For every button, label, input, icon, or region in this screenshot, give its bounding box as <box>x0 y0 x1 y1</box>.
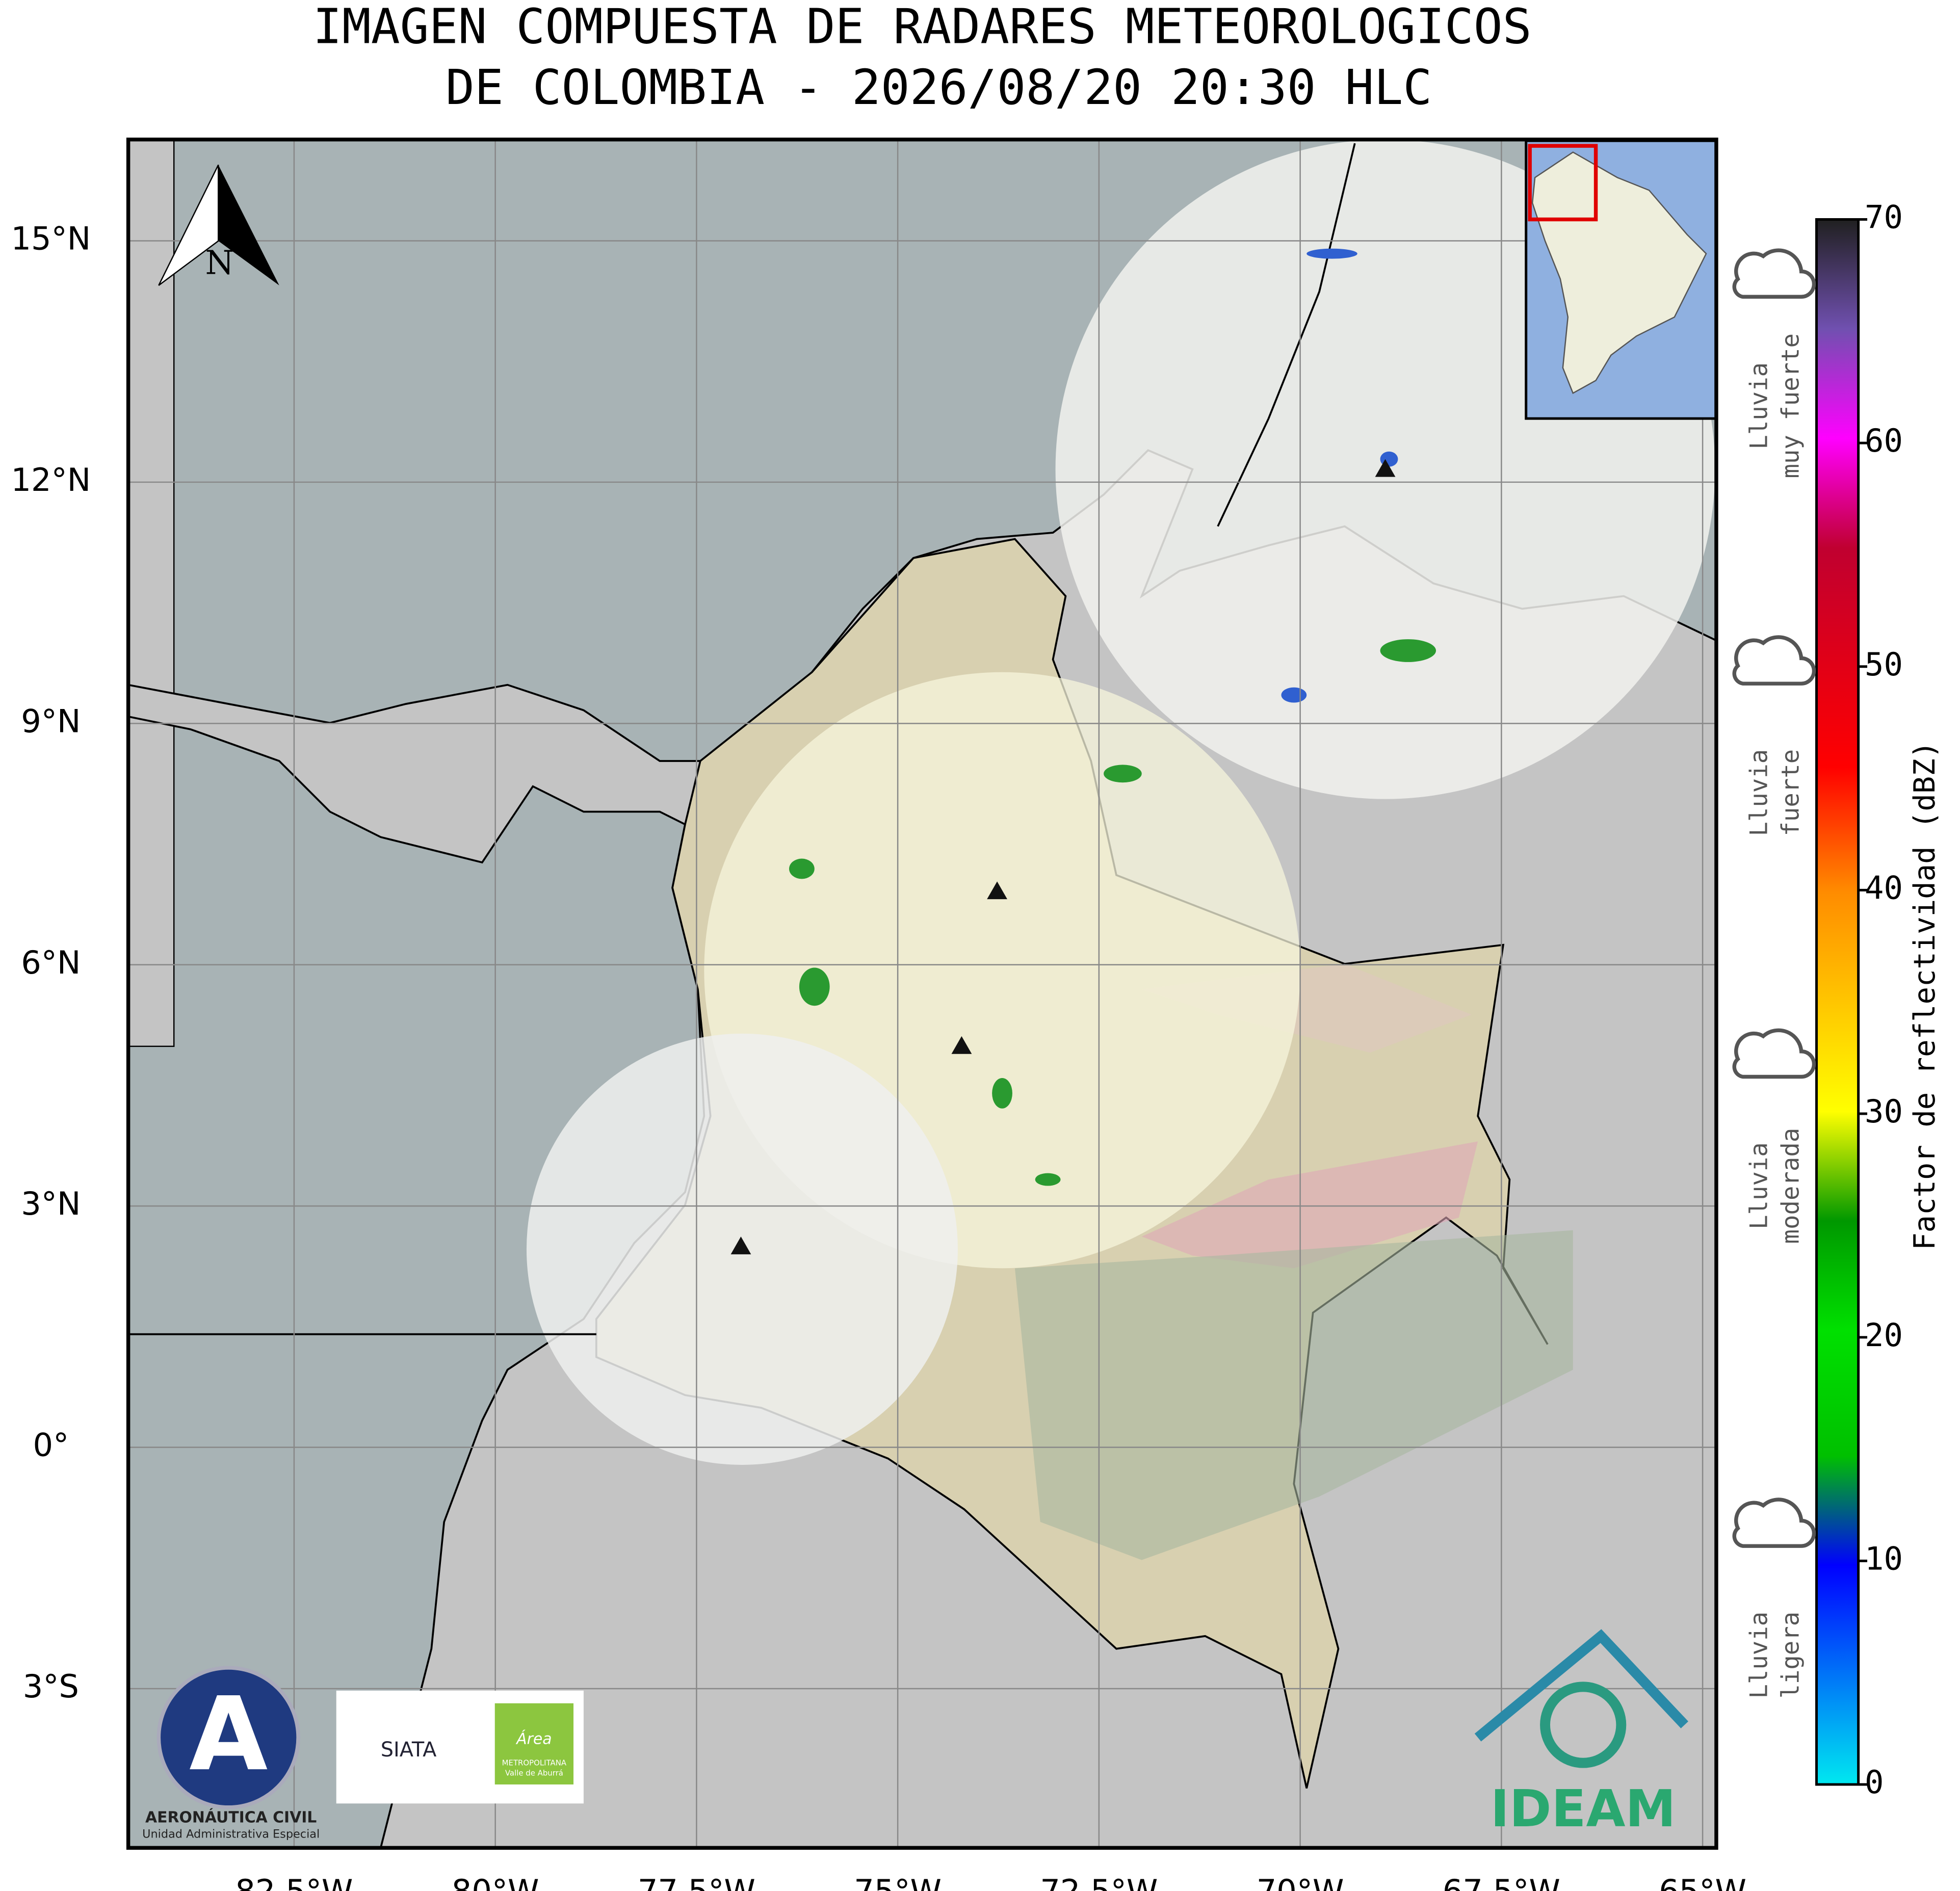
map <box>128 139 1716 1848</box>
border <box>1217 143 1356 527</box>
ideam-logo: IDEAM <box>1474 1629 1688 1839</box>
y-tick-label: 6°N <box>21 944 81 981</box>
rain-level-label: Lluvia <box>1745 1612 1773 1699</box>
x-tick-label: 67.5°W <box>1443 1873 1560 1891</box>
rain-level-label: moderada <box>1777 1128 1805 1244</box>
rain-icon <box>1732 1498 1816 1548</box>
logo-text: SIATA <box>381 1738 437 1762</box>
inset-extent <box>1528 144 1598 222</box>
aerocivil-logo: A AERONÁUTICA CIVIL Unidad Administrativ… <box>142 1666 320 1841</box>
axis-labels: 82.5°W 80°W 77.5°W 75°W 72.5°W 70°W 67.5°W 65°W… <box>11 220 1746 1891</box>
x-tick-label: 77.5°W <box>638 1873 755 1891</box>
land <box>128 139 175 1047</box>
y-tick-label: 0° <box>33 1427 69 1464</box>
colorbar-ticks: 0 10 20 30 40 50 60 70 <box>1858 199 1903 1801</box>
y-tick-label: 3°N <box>21 1185 81 1222</box>
map-frame <box>126 137 1718 1850</box>
rain-level-label: ligera <box>1777 1612 1805 1699</box>
radar-sites <box>730 459 1396 1254</box>
rain-icon <box>1732 635 1816 686</box>
highland <box>1141 1141 1478 1269</box>
colorbar-tick-label: 60 <box>1865 422 1903 459</box>
logo-text: Unidad Administrativa Especial <box>142 1827 320 1841</box>
logo-text: Área <box>515 1729 552 1748</box>
rain-level-label: Lluvia <box>1745 362 1773 450</box>
colorbar-tick-label: 0 <box>1865 1764 1884 1801</box>
echoes <box>789 248 1436 1186</box>
colorbar-tick-label: 30 <box>1865 1093 1903 1130</box>
colorbar-tick-label: 40 <box>1865 869 1903 906</box>
inset-continent <box>1531 151 1707 395</box>
logo-text: Valle de Aburrá <box>505 1769 563 1778</box>
x-tick-label: 80°W <box>452 1873 539 1891</box>
svg-text:A: A <box>189 1675 268 1793</box>
colorbar-tick-label: 70 <box>1865 199 1903 236</box>
rain-level-label: Lluvia <box>1745 1142 1773 1229</box>
logo-text: AERONÁUTICA CIVIL <box>145 1808 317 1827</box>
y-tick-label: 12°N <box>11 461 91 498</box>
x-tick-label: 72.5°W <box>1040 1873 1158 1891</box>
colorbar-tick-label: 20 <box>1865 1317 1903 1354</box>
x-tick-label: 75°W <box>854 1873 942 1891</box>
logo-text: METROPOLITANA <box>502 1758 567 1768</box>
rain-level-label: fuerte <box>1777 749 1805 836</box>
rain-level-label: muy fuerte <box>1777 333 1805 479</box>
colorbar-label: Factor de reflectividad (dBZ) <box>1908 741 1942 1250</box>
rain-icon <box>1732 248 1816 299</box>
rain-icon <box>1732 1028 1816 1079</box>
logo-text: IDEAM <box>1491 1780 1676 1839</box>
colorbar-tick-label: 50 <box>1865 646 1903 683</box>
north-label: N <box>205 244 234 282</box>
rain-level-label: Lluvia <box>1745 749 1773 836</box>
siata-logo: SIATA Área METROPOLITANA Valle de Aburrá <box>336 1690 584 1804</box>
colorbar <box>1815 218 1860 1786</box>
forest <box>1014 1230 1573 1560</box>
x-tick-label: 70°W <box>1257 1873 1344 1891</box>
y-tick-label: 3°S <box>23 1668 79 1705</box>
graticule <box>128 139 1716 1848</box>
title-line: IMAGEN COMPUESTA DE RADARES METEOROLOGIC… <box>313 0 1532 55</box>
x-tick-label: 65°W <box>1659 1873 1746 1891</box>
title-line: DE COLOMBIA - 2026/08/20 20:30 HLC <box>446 60 1432 116</box>
x-tick-label: 82.5°W <box>235 1873 353 1891</box>
colorbar-tick-label: 10 <box>1865 1540 1903 1577</box>
y-tick-label: 9°N <box>21 702 81 740</box>
y-tick-label: 15°N <box>11 220 91 257</box>
